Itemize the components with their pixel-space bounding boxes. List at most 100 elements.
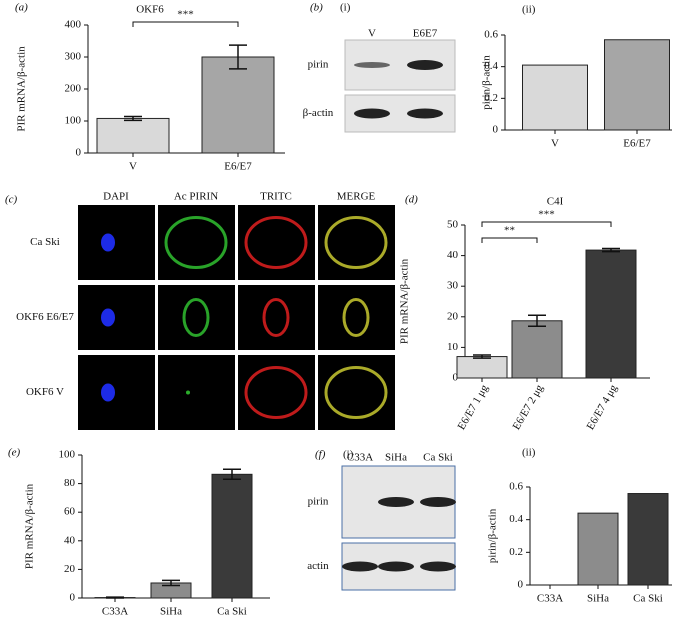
blot-band: [407, 60, 443, 70]
panel-label: (i): [343, 449, 354, 461]
y-tick-label: 200: [65, 83, 82, 95]
y-tick-label: 30: [447, 280, 459, 292]
micrograph: [238, 285, 315, 350]
bar: [627, 493, 669, 586]
row-label: actin: [307, 560, 329, 572]
significance-label: ***: [177, 9, 194, 21]
x-tick-label: V: [551, 138, 559, 150]
blot-band: [378, 497, 414, 507]
y-tick-label: 60: [64, 506, 76, 518]
x-tick-label: SiHa: [160, 606, 182, 618]
significance-bracket: [481, 237, 538, 243]
x-tick-label: E6/E7: [224, 161, 252, 173]
micrograph: [318, 285, 395, 350]
panel-label: (b): [310, 2, 323, 14]
y-axis-label: PIR mRNA/β-actin: [399, 258, 411, 344]
y-tick-label: 20: [64, 563, 76, 575]
blot-band: [342, 561, 378, 572]
x-tick-label: E6/E7: [623, 138, 651, 150]
micrograph: [78, 355, 155, 430]
cell: [244, 366, 308, 419]
panel-label: (ii): [522, 4, 536, 16]
nucleus: [101, 308, 115, 327]
bar: [211, 473, 253, 599]
row-label: β-actin: [303, 107, 334, 119]
y-tick-label: 40: [447, 249, 459, 261]
panel-label: (e): [8, 447, 21, 459]
y-tick-label: 300: [65, 51, 82, 63]
error-bar: [528, 314, 546, 328]
column-label: Ac PIRIN: [174, 191, 218, 203]
nucleus: [186, 390, 190, 395]
y-tick-label: 80: [64, 477, 76, 489]
row-label: OKF6 E6/E7: [16, 311, 74, 323]
bar: [96, 117, 170, 154]
nucleus: [101, 233, 115, 252]
bar: [511, 320, 563, 379]
error-bar: [124, 115, 142, 122]
y-axis-label: PIR mRNA/β-actin: [24, 483, 36, 569]
error-bar: [223, 468, 241, 481]
significance-label: ***: [538, 209, 555, 221]
y-tick-label: 0: [76, 147, 82, 159]
y-tick-label: 0: [453, 372, 459, 384]
y-tick-label: 0.6: [509, 481, 523, 493]
chart-title: OKF6: [136, 4, 164, 16]
cell: [342, 298, 370, 337]
blot-band: [378, 561, 414, 572]
y-tick-label: 0: [518, 579, 524, 591]
cell: [164, 216, 228, 269]
error-bar: [106, 596, 124, 599]
y-tick-label: 0.4: [509, 513, 523, 525]
y-tick-label: 400: [65, 19, 82, 31]
x-tick-label: E6/E7 1 μg: [455, 382, 491, 432]
y-tick-label: 40: [64, 534, 76, 546]
error-bar: [473, 354, 491, 359]
cell: [182, 298, 210, 337]
row-label: Ca Ski: [30, 236, 60, 248]
y-axis-label: pirin/β-actin: [487, 508, 499, 563]
x-tick-label: V: [129, 161, 137, 173]
panel-label: (i): [340, 2, 351, 14]
bar: [577, 512, 619, 586]
significance-bracket: [481, 221, 612, 227]
error-bar: [602, 247, 620, 253]
significance-label: **: [504, 225, 515, 237]
blot-band: [407, 108, 443, 119]
bar: [585, 249, 637, 379]
panel-label: (d): [405, 194, 418, 206]
x-tick-label: E6/E7 4 μg: [584, 382, 620, 432]
x-tick-label: Ca Ski: [633, 593, 663, 605]
micrograph: [158, 355, 235, 430]
y-tick-label: 0.2: [509, 546, 523, 558]
y-tick-label: 0.4: [484, 60, 498, 72]
y-tick-label: 0.6: [484, 29, 498, 41]
cell: [324, 366, 388, 419]
blot-band: [354, 108, 390, 119]
panel-label: (a): [15, 2, 28, 14]
y-axis-label: pirin/β-actin: [481, 55, 493, 110]
lane-label: SiHa: [385, 452, 407, 464]
panel-label: (c): [5, 194, 18, 206]
bar: [522, 64, 588, 131]
cell: [324, 216, 388, 269]
error-bar: [162, 579, 180, 587]
bar: [604, 39, 670, 131]
x-tick-label: Ca Ski: [217, 606, 247, 618]
error-bar: [229, 44, 247, 70]
panel-label: (f): [315, 449, 326, 461]
panel-label: (ii): [522, 447, 536, 459]
y-axis-label: PIR mRNA/β-actin: [16, 46, 28, 132]
row-label: pirin: [308, 496, 329, 508]
lane-label: C33A: [347, 452, 373, 464]
row-label: pirin: [308, 59, 329, 71]
y-tick-label: 50: [447, 219, 459, 231]
micrograph: [78, 205, 155, 280]
blot-band: [420, 497, 456, 507]
lane-label: E6E7: [413, 28, 438, 40]
y-tick-label: 0: [493, 124, 499, 136]
column-label: TRITC: [260, 191, 292, 203]
y-tick-label: 0.2: [484, 92, 498, 104]
y-tick-label: 20: [447, 310, 459, 322]
